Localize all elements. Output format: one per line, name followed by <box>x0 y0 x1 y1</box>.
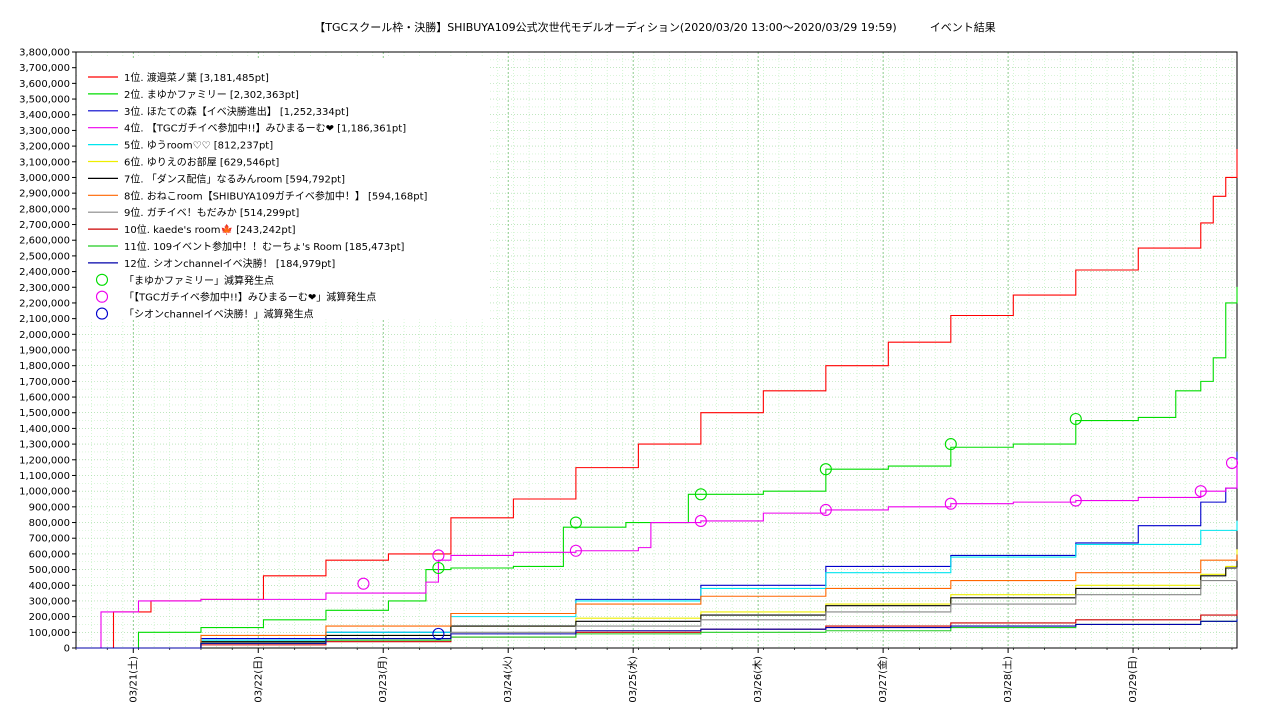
legend-label: 「シオンchannelイベ決勝！」減算発生点 <box>124 308 314 321</box>
marker-point <box>694 514 707 528</box>
chart-title: 【TGCスクール枠・決勝】SHIBUYA109公式次世代モデルオーディション(2… <box>314 21 996 34</box>
marker-point <box>1194 485 1207 498</box>
y-tick-label: 3,600,000 <box>19 79 70 90</box>
legend: 1位. 渡邉菜ノ葉 [3,181,485pt] 2位. まゆかファミリー [2,3… <box>78 58 488 321</box>
marker-point <box>1069 412 1082 426</box>
legend-label: 9位. ガチイベ！もだみか [514,299pt] <box>124 206 299 219</box>
y-tick-label: 1,600,000 <box>19 393 70 404</box>
marker-point <box>432 561 445 575</box>
y-tick-label: 2,900,000 <box>19 189 70 200</box>
y-tick-label: 1,800,000 <box>19 361 70 372</box>
legend-label: 1位. 渡邉菜ノ葉 [3,181,485pt] <box>124 71 269 84</box>
series-line <box>76 149 1238 649</box>
marker-point <box>944 438 957 451</box>
y-tick-label: 400,000 <box>29 581 70 592</box>
y-tick-label: 0 <box>64 644 70 655</box>
marker-point <box>432 549 445 562</box>
x-tick-label: 03/26(木) <box>752 656 764 703</box>
y-tick-label: 2,400,000 <box>19 267 70 278</box>
y-tick-label: 1,700,000 <box>19 377 70 388</box>
y-tick-label: 2,200,000 <box>19 298 70 309</box>
y-tick-label: 1,500,000 <box>19 408 70 419</box>
legend-label: 「【TGCガチイベ参加中!!】みひまるーむ❤」減算発生点 <box>124 291 376 304</box>
y-tick-label: 1,000,000 <box>19 487 70 498</box>
y-tick-label: 1,100,000 <box>19 471 70 482</box>
marker-point <box>944 497 957 510</box>
x-tick-label: 03/25(水) <box>627 656 639 703</box>
y-tick-label: 1,900,000 <box>19 346 70 357</box>
marker-point <box>569 544 582 557</box>
legend-marker <box>95 290 109 303</box>
y-tick-label: 800,000 <box>29 518 70 529</box>
legend-label: 3位. ほたての森【イベ決勝進出】 [1,252,334pt] <box>124 105 349 118</box>
marker-point <box>1069 494 1082 507</box>
legend-box <box>78 58 488 320</box>
y-tick-label: 500,000 <box>29 565 70 576</box>
legend-label: 7位. 「ダンス配信」なるみんroom [594,792pt] <box>124 172 345 185</box>
legend-label: 5位. ゆうroom♡♡ [812,237pt] <box>124 139 273 152</box>
x-tick-label: 03/21(土) <box>126 656 139 703</box>
y-tick-label: 3,300,000 <box>19 126 70 137</box>
legend-label: 「まゆかファミリー」減算発生点 <box>124 274 274 287</box>
marker-point <box>694 488 707 501</box>
legend-label: 10位. kaede's room🍁 [243,242pt] <box>124 223 296 236</box>
x-tick-label: 03/23(月) <box>377 656 389 703</box>
legend-label: 12位. シオンchannelイベ決勝！ [184,979pt] <box>124 257 335 270</box>
y-tick-label: 2,100,000 <box>19 314 70 325</box>
y-tick-label: 3,800,000 <box>19 48 70 59</box>
y-tick-label: 2,700,000 <box>19 220 70 231</box>
series-line <box>76 618 1238 649</box>
marker-point <box>357 577 370 590</box>
y-tick-label: 3,000,000 <box>19 173 70 184</box>
marker-point <box>1225 456 1239 469</box>
marker-point <box>569 516 582 529</box>
legend-label: 6位. ゆりえのお部屋 [629,546pt] <box>124 156 279 169</box>
marker-point <box>819 503 832 517</box>
y-tick-label: 2,500,000 <box>19 251 70 262</box>
legend-marker <box>95 307 109 320</box>
marker-point <box>432 627 445 640</box>
series-line <box>76 286 1238 649</box>
y-tick-label: 3,200,000 <box>19 142 70 153</box>
series-line <box>76 554 1238 649</box>
y-tick-label: 1,400,000 <box>19 424 70 435</box>
y-tick-label: 700,000 <box>29 534 70 545</box>
y-tick-label: 3,400,000 <box>19 110 70 121</box>
legend-marker <box>95 273 109 286</box>
y-tick-label: 2,800,000 <box>19 204 70 215</box>
y-tick-label: 2,600,000 <box>19 236 70 247</box>
x-tick-label: 03/22(日) <box>253 656 264 703</box>
y-tick-label: 2,000,000 <box>19 330 70 341</box>
y-tick-label: 1,200,000 <box>19 455 70 466</box>
marker-points <box>357 412 1239 640</box>
legend-label: 8位. おねこroom【SHIBUYA109ガチイベ参加中！】 [594,168… <box>124 189 428 202</box>
x-tick-label: 03/24(火) <box>502 656 514 703</box>
y-tick-label: 3,100,000 <box>19 157 70 168</box>
y-tick-label: 100,000 <box>29 628 70 639</box>
x-tick-label: 03/28(土) <box>1001 656 1014 703</box>
y-tick-label: 900,000 <box>29 502 70 513</box>
x-tick-label: 03/27(金) <box>876 656 889 703</box>
x-tick-label: 03/29(日) <box>1128 656 1139 703</box>
legend-label: 2位. まゆかファミリー [2,302,363pt] <box>124 88 299 101</box>
y-tick-label: 300,000 <box>29 596 70 607</box>
y-tick-label: 3,500,000 <box>19 95 70 106</box>
legend-label: 11位. 109イベント参加中！！むーちょ's Room [185,473pt] <box>124 240 404 253</box>
legend-label: 4位. 【TGCガチイベ参加中!!】みひまるーむ❤ [1,186,361pt] <box>124 122 406 135</box>
y-tick-label: 3,700,000 <box>19 63 70 74</box>
y-tick-label: 2,300,000 <box>19 283 70 294</box>
y-tick-label: 600,000 <box>29 549 70 560</box>
series-lines <box>76 149 1238 649</box>
y-tick-label: 200,000 <box>29 612 70 623</box>
axes: 0 100,000 200,000 300,000 400,000 500,000 600,… <box>19 48 1238 703</box>
y-tick-label: 1,300,000 <box>19 440 70 451</box>
series-line <box>76 461 1238 649</box>
marker-point <box>819 463 832 476</box>
